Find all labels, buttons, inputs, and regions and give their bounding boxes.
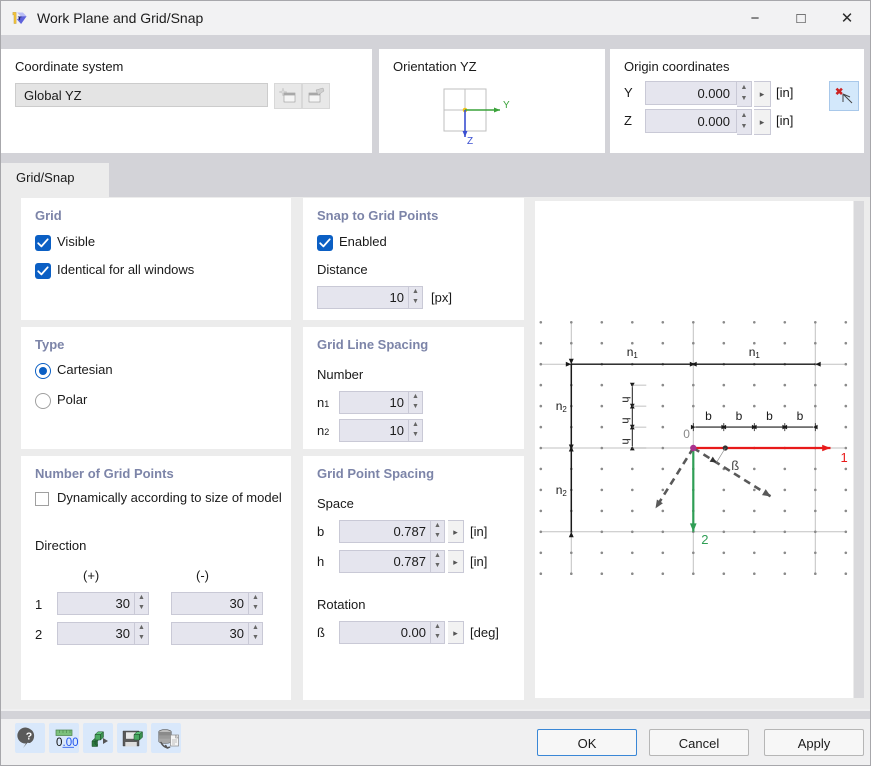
svg-text:h: h bbox=[619, 418, 631, 424]
svg-text:ß: ß bbox=[731, 458, 739, 473]
svg-text:0: 0 bbox=[683, 427, 690, 441]
svg-text:b: b bbox=[797, 409, 804, 423]
svg-text:?: ? bbox=[26, 731, 32, 743]
svg-text:2: 2 bbox=[701, 532, 708, 547]
svg-text:n1: n1 bbox=[627, 345, 639, 360]
svg-text:1: 1 bbox=[841, 450, 848, 465]
svg-text:b: b bbox=[705, 409, 712, 423]
svg-text:Z: Z bbox=[467, 136, 473, 147]
svg-text:n2: n2 bbox=[556, 483, 568, 498]
svg-text:b: b bbox=[736, 409, 743, 423]
svg-text:✖: ✖ bbox=[835, 87, 843, 98]
svg-text:h: h bbox=[619, 397, 631, 403]
svg-text:b: b bbox=[766, 409, 773, 423]
svg-text:h: h bbox=[619, 438, 631, 444]
svg-text:Y: Y bbox=[503, 100, 510, 111]
svg-text:n1: n1 bbox=[749, 345, 761, 360]
svg-text:n2: n2 bbox=[556, 399, 568, 414]
svg-text:0: 0 bbox=[56, 737, 62, 749]
